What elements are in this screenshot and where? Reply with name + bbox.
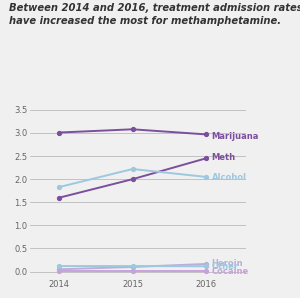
Text: Alcohol: Alcohol: [212, 173, 247, 182]
Text: Between 2014 and 2016, treatment admission rates
have increased the most for met: Between 2014 and 2016, treatment admissi…: [9, 3, 300, 26]
Text: Meth: Meth: [212, 153, 236, 162]
Text: Heroin: Heroin: [212, 259, 243, 268]
Text: Marijuana: Marijuana: [212, 132, 259, 141]
Text: Other: Other: [212, 262, 239, 271]
Text: Cocaine: Cocaine: [212, 267, 249, 276]
